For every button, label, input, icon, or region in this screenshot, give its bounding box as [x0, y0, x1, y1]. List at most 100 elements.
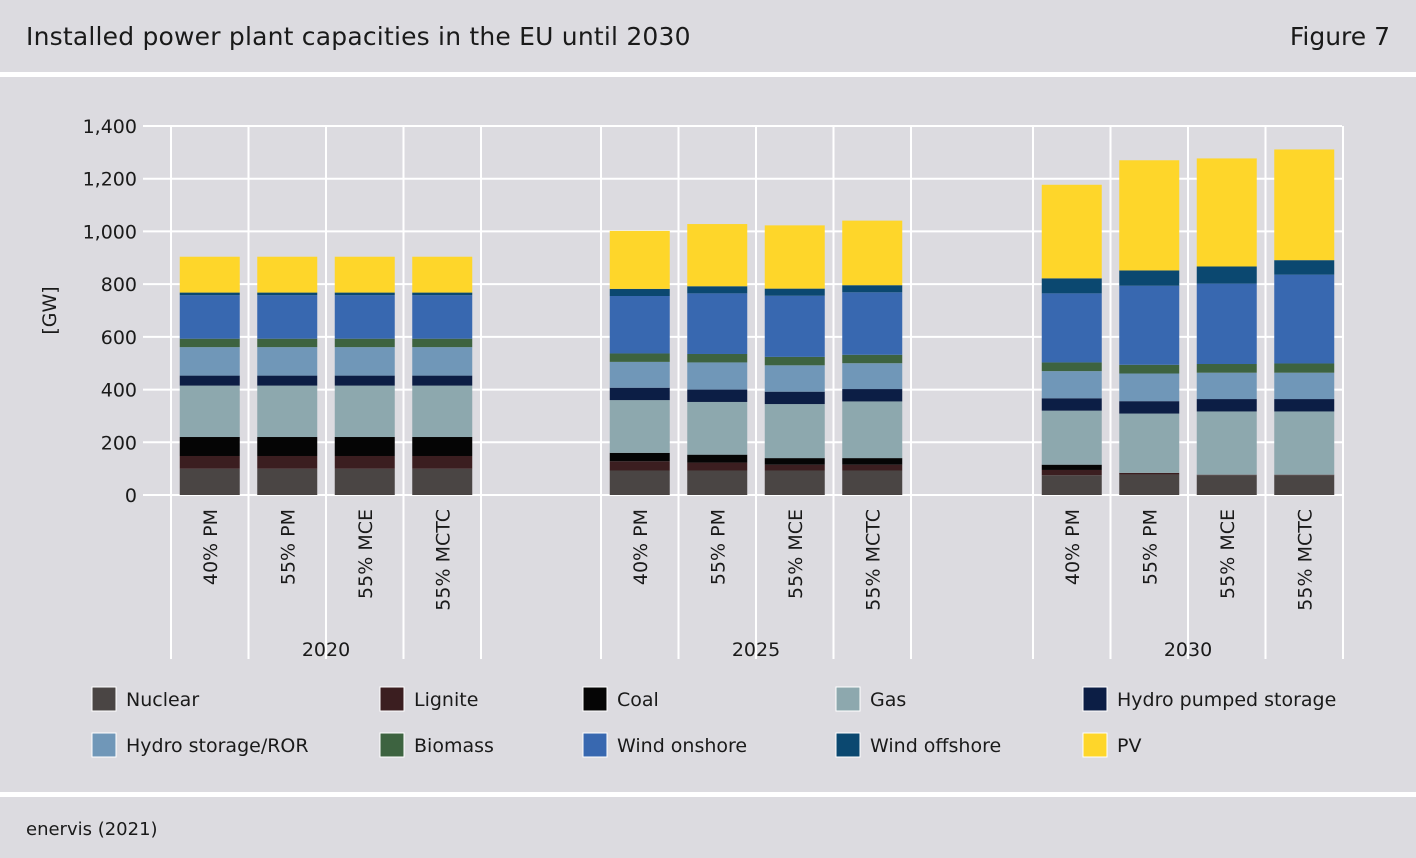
bar-2025-55-mctc-wind-offshore — [842, 285, 903, 293]
legend-swatch-nuclear — [91, 686, 117, 712]
category-label: 55% MCTC — [432, 509, 454, 611]
bar-2030-55-mctc-biomass — [1274, 363, 1335, 373]
bar-2020-55-mce-lignite — [334, 455, 395, 469]
bar-2025-55-pm-wind-onshore — [687, 293, 748, 354]
legend-swatch-wind-onshore — [582, 732, 608, 758]
legend-swatch-hydro-pumped-storage — [1082, 686, 1108, 712]
bar-2025-55-mce-lignite — [764, 464, 825, 471]
bar-2030-55-mce-hydro-storage-ror — [1196, 372, 1257, 400]
bar-2025-40-pm-gas — [609, 400, 670, 453]
bar-2030-40-pm-biomass — [1041, 362, 1102, 372]
bar-2020-40-pm-gas — [179, 385, 240, 438]
bar-2025-55-pm-hydro-storage-ror — [687, 362, 748, 390]
y-tick-label: 1,000 — [83, 221, 137, 243]
bar-2030-55-pm-gas — [1119, 413, 1180, 473]
bar-2025-40-pm-hydro-pumped-storage — [609, 387, 670, 401]
y-axis-label: [GW] — [39, 286, 61, 334]
bar-2020-40-pm-hydro-pumped-storage — [179, 375, 240, 386]
bar-2030-40-pm-pv — [1041, 184, 1102, 279]
chart-title: Installed power plant capacities in the … — [26, 22, 691, 51]
category-label: 55% PM — [707, 509, 729, 585]
category-label: 55% MCE — [785, 509, 807, 599]
bar-2020-55-mce-wind-offshore — [334, 292, 395, 296]
bar-2030-55-mce-lignite — [1196, 474, 1257, 476]
bar-2020-55-mce-nuclear — [334, 468, 395, 495]
bar-2020-40-pm-nuclear — [179, 468, 240, 495]
bar-2030-40-pm-gas — [1041, 410, 1102, 465]
bar-2025-55-mce-gas — [764, 404, 825, 459]
bar-2025-55-pm-biomass — [687, 353, 748, 363]
bar-2025-55-mctc-pv — [842, 220, 903, 286]
bar-2025-55-mce-biomass — [764, 356, 825, 366]
bar-2030-40-pm-wind-offshore — [1041, 278, 1102, 294]
bar-2030-55-mctc-gas — [1274, 411, 1335, 475]
bar-2020-55-mctc-pv — [412, 256, 473, 293]
figure-label: Figure 7 — [1289, 22, 1390, 51]
bar-2030-55-mce-wind-offshore — [1196, 266, 1257, 284]
y-tick-label: 0 — [125, 485, 137, 507]
bar-2020-55-mctc-biomass — [412, 338, 473, 348]
bar-2025-55-mce-hydro-pumped-storage — [764, 391, 825, 405]
category-label: 55% MCTC — [1294, 509, 1316, 611]
bar-2025-55-pm-wind-offshore — [687, 286, 748, 294]
bar-2030-55-mctc-hydro-pumped-storage — [1274, 399, 1335, 412]
bar-2020-55-mctc-hydro-pumped-storage — [412, 375, 473, 386]
y-tick-label: 800 — [101, 274, 137, 296]
category-label: 40% PM — [630, 509, 652, 585]
bar-2030-55-mctc-lignite — [1274, 474, 1335, 476]
legend-label-hydro-pumped-storage: Hydro pumped storage — [1117, 689, 1336, 711]
bar-2025-55-pm-gas — [687, 401, 748, 455]
bar-2030-55-mctc-wind-onshore — [1274, 274, 1335, 364]
bar-2020-55-mce-coal — [334, 437, 395, 456]
bar-2025-55-mce-coal — [764, 458, 825, 465]
bar-2025-40-pm-wind-onshore — [609, 296, 670, 354]
bar-2020-55-mctc-nuclear — [412, 468, 473, 495]
bar-2020-55-pm-biomass — [257, 338, 318, 348]
bar-2020-55-mce-biomass — [334, 338, 395, 348]
bar-2020-55-mctc-gas — [412, 385, 473, 438]
legend-label-nuclear: Nuclear — [126, 689, 199, 711]
bar-2030-55-mce-nuclear — [1196, 475, 1257, 495]
legend-label-wind-onshore: Wind onshore — [617, 735, 747, 757]
bar-2030-55-pm-wind-onshore — [1119, 285, 1180, 365]
bar-2025-55-mctc-lignite — [842, 464, 903, 471]
legend-label-gas: Gas — [870, 689, 906, 711]
legend-label-hydro-storage-ror: Hydro storage/ROR — [126, 735, 309, 757]
bar-2025-55-mce-wind-onshore — [764, 295, 825, 357]
category-label: 55% MCE — [355, 509, 377, 599]
bar-2020-55-mce-hydro-pumped-storage — [334, 375, 395, 386]
bar-2020-40-pm-hydro-storage-ror — [179, 347, 240, 376]
bar-2020-55-pm-pv — [257, 256, 318, 293]
legend-label-wind-offshore: Wind offshore — [870, 735, 1001, 757]
legend-swatch-wind-offshore — [835, 732, 861, 758]
category-label: 55% MCE — [1217, 509, 1239, 599]
bar-2020-55-pm-lignite — [257, 455, 318, 469]
bar-2030-55-pm-lignite — [1119, 472, 1180, 475]
legend-swatch-gas — [835, 686, 861, 712]
y-tick-label: 400 — [101, 380, 137, 402]
bar-2020-55-mctc-hydro-storage-ror — [412, 347, 473, 376]
bar-2030-55-mce-wind-onshore — [1196, 283, 1257, 365]
bar-2030-55-pm-nuclear — [1119, 474, 1180, 495]
bar-2025-40-pm-pv — [609, 230, 670, 289]
bar-2025-40-pm-biomass — [609, 353, 670, 362]
bar-2030-55-pm-hydro-pumped-storage — [1119, 401, 1180, 414]
bar-2025-55-mctc-hydro-pumped-storage — [842, 389, 903, 402]
bar-2025-55-mctc-nuclear — [842, 470, 903, 495]
bar-2030-55-pm-biomass — [1119, 364, 1180, 374]
legend-swatch-hydro-storage-ror — [91, 732, 117, 758]
bar-2020-55-pm-wind-onshore — [257, 295, 318, 339]
bar-2025-55-pm-lignite — [687, 462, 748, 471]
legend-swatch-lignite — [379, 686, 405, 712]
bar-2030-55-mctc-hydro-storage-ror — [1274, 372, 1335, 400]
bar-2030-40-pm-nuclear — [1041, 475, 1102, 495]
bar-2025-55-pm-pv — [687, 224, 748, 287]
bar-2020-40-pm-wind-offshore — [179, 292, 240, 296]
bar-2025-55-mctc-coal — [842, 458, 903, 465]
bar-2025-40-pm-lignite — [609, 461, 670, 471]
stacked-bar-chart: 0 200 400 600 800 1,000 1,200 1,400 [GW] 40% PM 55… — [39, 116, 1344, 758]
y-tick-label: 600 — [101, 327, 137, 349]
bar-2030-40-pm-hydro-storage-ror — [1041, 371, 1102, 399]
category-label: 55% PM — [277, 509, 299, 585]
bar-2030-55-mce-biomass — [1196, 364, 1257, 373]
